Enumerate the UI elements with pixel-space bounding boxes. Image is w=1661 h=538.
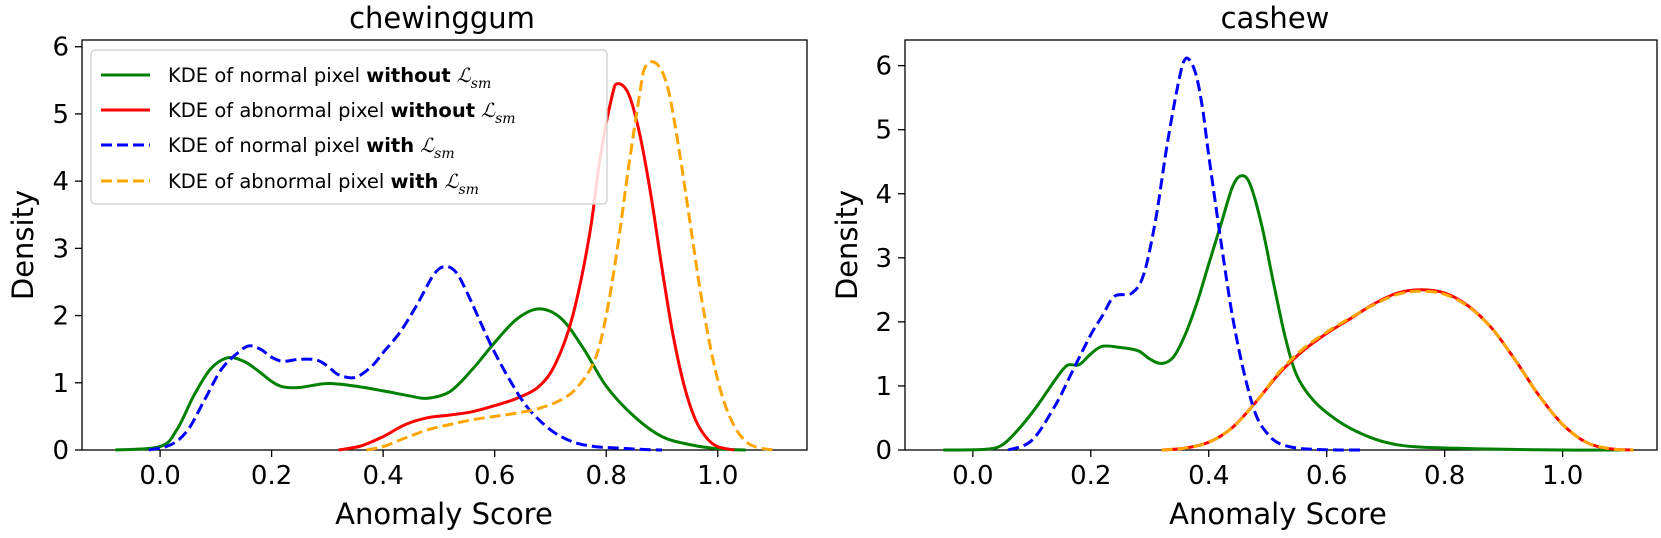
x-axis-label: Anomaly Score <box>1169 497 1387 531</box>
series-line <box>115 307 746 452</box>
legend-entry: KDE of abnormal pixel with ℒsm <box>101 170 479 198</box>
legend-label-bold: without <box>366 64 451 87</box>
y-tick-label: 4 <box>875 180 892 210</box>
series-line <box>366 60 774 452</box>
y-tick-label: 1 <box>52 369 69 399</box>
series-line <box>943 174 1622 452</box>
legend-label-math: ℒ <box>457 64 472 87</box>
y-tick-label: 4 <box>52 167 69 197</box>
legend-entry: KDE of normal pixel with ℒsm <box>101 134 455 162</box>
subplot-chewinggum: chewinggum 0.0 0.2 0.4 0.6 0.8 1.0 0 1 2 3 4 5 6 An… <box>6 1 808 531</box>
y-tick-label: 5 <box>875 116 892 146</box>
y-axis-label: Density <box>6 190 40 300</box>
legend-label-prefix: KDE of abnormal pixel <box>168 170 391 193</box>
y-tick-label: 0 <box>52 436 69 466</box>
x-tick-label: 0.2 <box>1070 461 1111 491</box>
y-tick-label: 3 <box>875 244 892 274</box>
legend-label-sub: sm <box>495 111 515 127</box>
chart-title: cashew <box>1221 1 1330 35</box>
x-axis: 0.0 0.2 0.4 0.6 0.8 1.0 <box>139 450 738 491</box>
subplot-cashew: cashew 0.0 0.2 0.4 0.6 0.8 1.0 0 1 2 3 4 5 6 Anomal… <box>830 1 1658 531</box>
x-tick-label: 1.0 <box>1542 461 1583 491</box>
legend-entry: KDE of abnormal pixel without ℒsm <box>101 99 516 127</box>
y-tick-label: 6 <box>875 52 892 82</box>
legend-label-math: ℒ <box>481 99 496 122</box>
legend-label-prefix: KDE of abnormal pixel <box>168 99 391 122</box>
x-tick-label: 0.0 <box>952 461 993 491</box>
x-tick-label: 0.0 <box>139 461 180 491</box>
y-tick-label: 3 <box>52 234 69 264</box>
y-axis: 0 1 2 3 4 5 6 <box>52 33 82 466</box>
y-tick-label: 0 <box>875 436 892 466</box>
x-tick-label: 0.6 <box>474 461 515 491</box>
series-line <box>1007 56 1363 452</box>
x-tick-label: 0.2 <box>251 461 292 491</box>
x-tick-label: 0.8 <box>1424 461 1465 491</box>
legend: KDE of normal pixel without ℒsm KDE of ab… <box>90 49 608 205</box>
y-tick-label: 5 <box>52 100 69 130</box>
y-axis: 0 1 2 3 4 5 6 <box>875 52 905 466</box>
x-tick-label: 0.4 <box>362 461 403 491</box>
y-tick-label: 6 <box>52 33 69 63</box>
x-tick-label: 0.8 <box>586 461 627 491</box>
x-tick-label: 0.6 <box>1306 461 1347 491</box>
x-tick-label: 1.0 <box>697 461 738 491</box>
legend-label-bold: with <box>391 170 439 193</box>
legend-label-sub: sm <box>458 182 478 198</box>
legend-frame <box>90 49 608 205</box>
x-axis-label: Anomaly Score <box>335 497 553 531</box>
chart-title: chewinggum <box>349 1 535 35</box>
legend-label-prefix: KDE of normal pixel <box>168 134 366 157</box>
x-tick-label: 0.4 <box>1188 461 1229 491</box>
plot-area-frame <box>81 39 808 451</box>
y-tick-label: 2 <box>52 302 69 332</box>
legend-label-bold: without <box>391 99 476 122</box>
legend-label-sub: sm <box>471 76 491 92</box>
legend-entry: KDE of normal pixel without ℒsm <box>101 64 491 92</box>
legend-label-math: ℒ <box>444 170 459 193</box>
plot-area-frame <box>904 39 1658 451</box>
y-tick-label: 1 <box>875 372 892 402</box>
series-line <box>148 264 663 452</box>
series-line <box>1161 289 1634 452</box>
legend-label-math: ℒ <box>420 134 435 157</box>
legend-label-sub: sm <box>434 146 454 162</box>
y-axis-label: Density <box>830 190 864 300</box>
legend-label-prefix: KDE of normal pixel <box>168 64 366 87</box>
x-axis: 0.0 0.2 0.4 0.6 0.8 1.0 <box>952 450 1583 491</box>
legend-label-bold: with <box>366 134 414 157</box>
y-tick-label: 2 <box>875 308 892 338</box>
series-layer <box>943 56 1634 452</box>
